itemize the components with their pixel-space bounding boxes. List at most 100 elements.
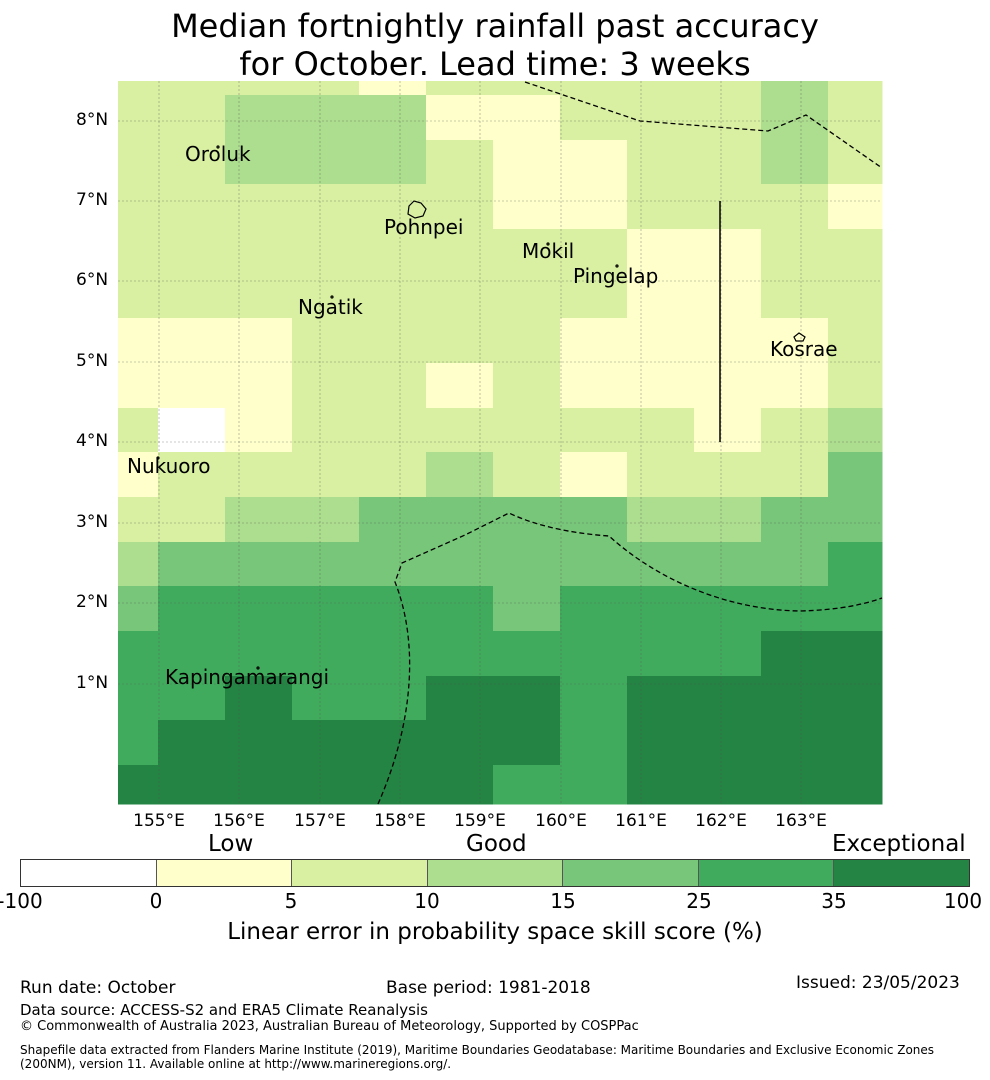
map-title-line-2: for October. Lead time: 3 weeks [239,45,751,83]
skill-cell [694,720,762,766]
skill-cell [225,452,293,498]
colorbar-tick-100: 100 [943,889,983,913]
colorbar [20,859,970,887]
skill-cell [560,81,628,96]
skill-cell [359,408,427,453]
skill-cell [828,95,883,141]
skill-cell [359,81,427,96]
skill-cell [292,229,360,275]
skill-cell [560,140,628,185]
skill-cell [493,720,561,766]
skill-cell [225,318,293,364]
lat-label-8n: 8°N [76,110,109,130]
kosrae-island-outline [793,332,806,342]
colorbar-swatch [292,860,428,886]
skill-cell [828,274,883,319]
skill-cell [627,542,695,587]
lon-label-159e: 159°E [454,811,506,831]
skill-cell [359,676,427,721]
skill-cell [694,140,762,185]
skill-cell [828,229,883,275]
colorbar-swatch [156,860,293,886]
oroluk-atoll-marker [216,145,220,149]
skill-cell [158,363,226,409]
run-date: Run date: October [20,978,176,998]
graticule [118,81,882,804]
skill-cell [627,318,695,364]
skill-cell [292,586,360,632]
skill-cell [225,363,293,409]
skill-cell [828,140,883,185]
skill-cell [694,676,762,721]
lon-label-160e: 160°E [535,811,587,831]
skill-cell [627,765,695,805]
place-label-nukuoro: Nukuoro [127,454,211,478]
colorbar-tick-35: 35 [821,889,847,913]
colorbar-swatch [834,860,970,886]
skill-cell [493,586,561,632]
skill-cell [694,497,762,543]
skill-cell [426,720,494,766]
skill-cell [426,184,494,230]
skill-cell [292,140,360,185]
skill-cell [225,720,293,766]
skill-cell [426,140,494,185]
skill-cell [225,497,293,543]
skill-cell [560,720,628,766]
skill-cell [761,497,829,543]
skill-cell [560,497,628,543]
skill-cell [292,408,360,453]
skill-cell [627,452,695,498]
skill-cell [761,765,829,805]
shapefile-credit-line-2: (200NM), version 11. Available online at… [20,1057,452,1071]
skill-cell [225,586,293,632]
skill-cell [225,274,293,319]
skill-cell [493,408,561,453]
skill-cell [158,318,226,364]
lon-label-156e: 156°E [213,811,265,831]
colorbar-tick-0: 0 [149,889,163,913]
skill-cell [118,408,159,453]
skill-cell [560,184,628,230]
skill-cell [158,408,226,453]
kapinga-atoll-marker [256,666,260,670]
lat-label-6n: 6°N [76,270,109,290]
lon-label-157e: 157°E [294,811,346,831]
skill-cell [627,586,695,632]
colorbar-swatch [698,860,835,886]
copyright-notice: © Commonwealth of Australia 2023, Austra… [20,1019,639,1034]
skill-cell [761,81,829,96]
place-label-kosrae: Kosrae [770,337,838,361]
skill-cell [158,676,226,721]
skill-cell [761,676,829,721]
skill-cell [359,452,427,498]
place-label-mokil: Mokil [522,239,575,263]
skill-cell [493,542,561,587]
skill-cell [292,720,360,766]
skill-cell [761,274,829,319]
skill-cell [560,631,628,677]
map-title-line-1: Median fortnightly rainfall past accurac… [171,7,819,45]
skill-cell [359,229,427,275]
skill-cell [225,542,293,587]
skill-cell [292,95,360,141]
skill-cell [493,184,561,230]
skill-cell [158,140,226,185]
skill-cell [761,318,829,364]
skill-cell [761,408,829,453]
skill-cell [560,363,628,409]
skill-cell [761,95,829,141]
skill-cell [493,318,561,364]
skill-cell [359,497,427,543]
skill-cell [158,497,226,543]
colorbar-title: Linear error in probability space skill … [227,919,763,945]
skill-cell [359,140,427,185]
skill-cell [118,720,159,766]
skill-cell [560,542,628,587]
skill-cell [560,318,628,364]
skill-cell [761,452,829,498]
shapefile-credit-line-1: Shapefile data extracted from Flanders M… [20,1043,935,1057]
ngatik-atoll-marker [330,295,334,299]
skill-cell [761,363,829,409]
colorbar-swatch [427,860,564,886]
